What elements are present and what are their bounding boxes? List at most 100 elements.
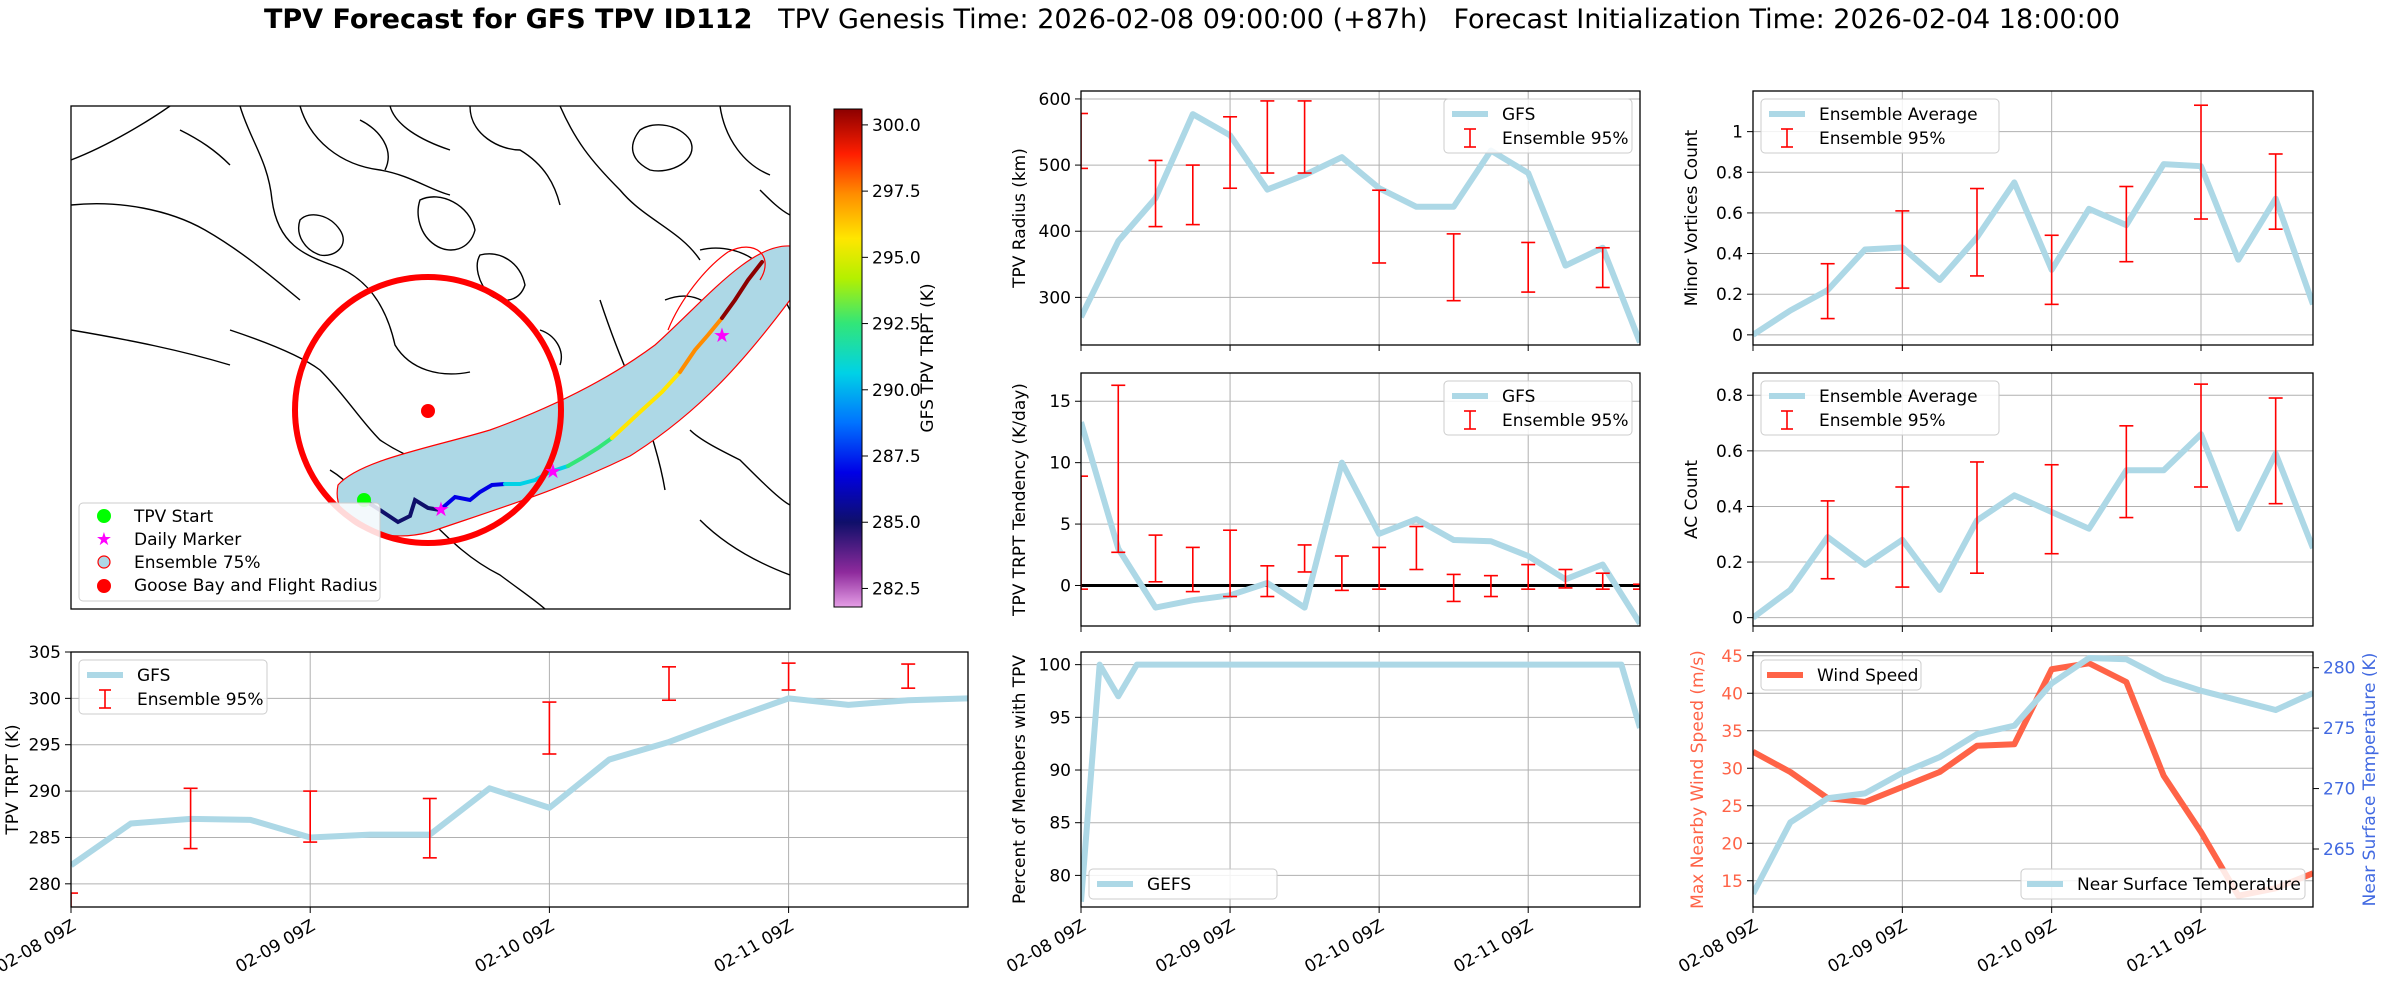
error-bar (1260, 100, 1275, 174)
y-tick-label: 295 (29, 736, 61, 756)
y-tick-label: 285 (29, 828, 61, 848)
y-tick-label: 90 (1049, 761, 1071, 781)
legend-box (78, 659, 268, 715)
y-axis-label: TPV Radius (km) (1010, 148, 1030, 289)
error-bar (1820, 500, 1835, 580)
y-tick-label: 500 (1039, 156, 1071, 176)
legend-label: Ensemble 95% (1819, 129, 1946, 149)
x-tick-label: 02-08 09Z (0, 916, 80, 977)
x-tick-label: 02-11 09Z (1450, 916, 1536, 977)
y-tick-label: 0.6 (1716, 204, 1743, 224)
track-seg-2 (438, 482, 507, 512)
legend-box (1443, 380, 1633, 436)
legend-ensemble-label: Ensemble 75% (134, 553, 261, 573)
colorbar-tick-label: 300.0 (872, 116, 921, 136)
chart-legend: GFS Ensemble 95% (78, 659, 268, 715)
x-tick-label: 02-10 09Z (1301, 916, 1387, 977)
plot-marks (1753, 655, 2313, 899)
legend-box (1760, 380, 2000, 436)
figure-title-genesis: TPV Genesis Time: 2026-02-08 09:00:00 (+… (778, 4, 1428, 35)
error-bar (2044, 463, 2059, 555)
y-tick-label: 0.6 (1716, 442, 1743, 462)
legend-daily-swatch: ★ (96, 529, 112, 550)
y-tick-label: 15 (1049, 392, 1071, 412)
x-tick-label: 02-11 09Z (2123, 916, 2209, 977)
flight-radius-circle (292, 274, 564, 546)
plot-frame (70, 651, 969, 908)
error-bar (542, 701, 557, 755)
chart-legend: GFS Ensemble 95% (1443, 380, 1633, 436)
y-axis-label: AC Count (1682, 460, 1702, 539)
error-bar (303, 790, 318, 843)
plot-frame (1752, 90, 2314, 346)
legend-label: GFS (1502, 387, 1535, 407)
y-tick-label: 15 (1721, 872, 1743, 892)
error-bar (1334, 555, 1349, 592)
legend-label: GEFS (1147, 875, 1191, 895)
colorbar-ticks: 300.0 297.5 295.0 292.5 290.0 287.5 285.0 282.5 (862, 116, 921, 599)
y-tick-label: 0.8 (1716, 163, 1743, 183)
error-bar (1970, 461, 1984, 574)
y-tick-label: 400 (1039, 222, 1071, 242)
legend-box (1443, 98, 1633, 154)
figure-title-init: Forecast Initialization Time: 2026-02-04… (1453, 4, 2121, 35)
error-bar (1895, 210, 1910, 289)
daily-marker: ★ (544, 459, 562, 483)
chart-minor: 0 0.2 0.4 0.6 0.8 1 Minor Vortices Count Ensemb… (1682, 90, 2314, 351)
x-tick-label: 02-09 09Z (232, 916, 318, 977)
series-line-gfs (1081, 111, 1640, 344)
error-bar (1111, 384, 1126, 554)
error-bar (2194, 104, 2208, 220)
y-tick-label: 45 (1721, 647, 1743, 667)
legend-label: Ensemble 95% (1819, 411, 1946, 431)
error-bar (71, 892, 78, 907)
error-bar (1521, 563, 1536, 590)
error-bar (1895, 486, 1910, 588)
y-axis-label: Minor Vortices Count (1682, 129, 1702, 306)
chart-percent: 80 85 90 95 100 02-08 09Z 02-09 09Z 02-10 09Z 02… (1003, 651, 1641, 977)
map-colorbar: 300.0 297.5 295.0 292.5 290.0 287.5 285.0 282.5… (833, 108, 938, 608)
legend-label: Ensemble Average (1819, 387, 1978, 407)
y-axis-label: Percent of Members with TPV (1010, 655, 1030, 904)
legend-temp: Near Surface Temperature (2020, 868, 2306, 900)
error-bar (1081, 112, 1088, 170)
colorbar-tick-label: 297.5 (872, 182, 921, 202)
map-frame (70, 105, 791, 610)
y-tick-label: 100 (1039, 656, 1071, 676)
x-tick-label: 02-09 09Z (1825, 916, 1911, 977)
legend-start-swatch (97, 509, 111, 523)
error-bar (1558, 568, 1573, 589)
error-bar (1372, 546, 1387, 590)
error-bar (183, 787, 198, 850)
error-bar (1081, 475, 1088, 590)
plot-marks (71, 662, 968, 907)
error-bar (781, 662, 796, 691)
y-axis-label: TPV TRPT Tendency (K/day) (1010, 383, 1030, 617)
y-axis-label: TPV TRPT (K) (3, 724, 23, 835)
y2-tick-label: 270 (2323, 780, 2355, 800)
track-seg-6 (678, 316, 724, 374)
error-bar (1148, 534, 1163, 583)
track-seg-3 (503, 464, 570, 486)
chart-radius: 300 400 500 600 TPV Radius (km) GFS Ensemble 9… (1010, 90, 1641, 351)
y-tick-label: 30 (1721, 759, 1743, 779)
y-tick-label: 0.2 (1716, 285, 1743, 305)
y-tick-label: 20 (1721, 834, 1743, 854)
y-tick-label: 0.4 (1716, 497, 1743, 517)
y2-axis-label: Near Surface Temperature (K) (2360, 653, 2380, 907)
plot-marks (1753, 104, 2313, 338)
y-axis-label: Max Nearby Wind Speed (m/s) (1688, 650, 1708, 909)
error-bar (1409, 525, 1424, 571)
plot-marks (1753, 383, 2313, 621)
colorbar-tick-label: 282.5 (872, 579, 921, 599)
chart-legend: Ensemble Average Ensemble 95% (1760, 98, 2000, 154)
y-tick-label: 35 (1721, 722, 1743, 742)
series-line-ensemble-average (1753, 161, 2313, 338)
x-tick-label: 02-08 09Z (1675, 916, 1761, 977)
legend-label: Ensemble Average (1819, 105, 1978, 125)
plot-marks (1081, 384, 1640, 626)
legend-start-label: TPV Start (133, 507, 214, 527)
error-bar (1372, 189, 1387, 264)
legend-box (1760, 98, 2000, 154)
legend-label: Ensemble 95% (1502, 129, 1629, 149)
